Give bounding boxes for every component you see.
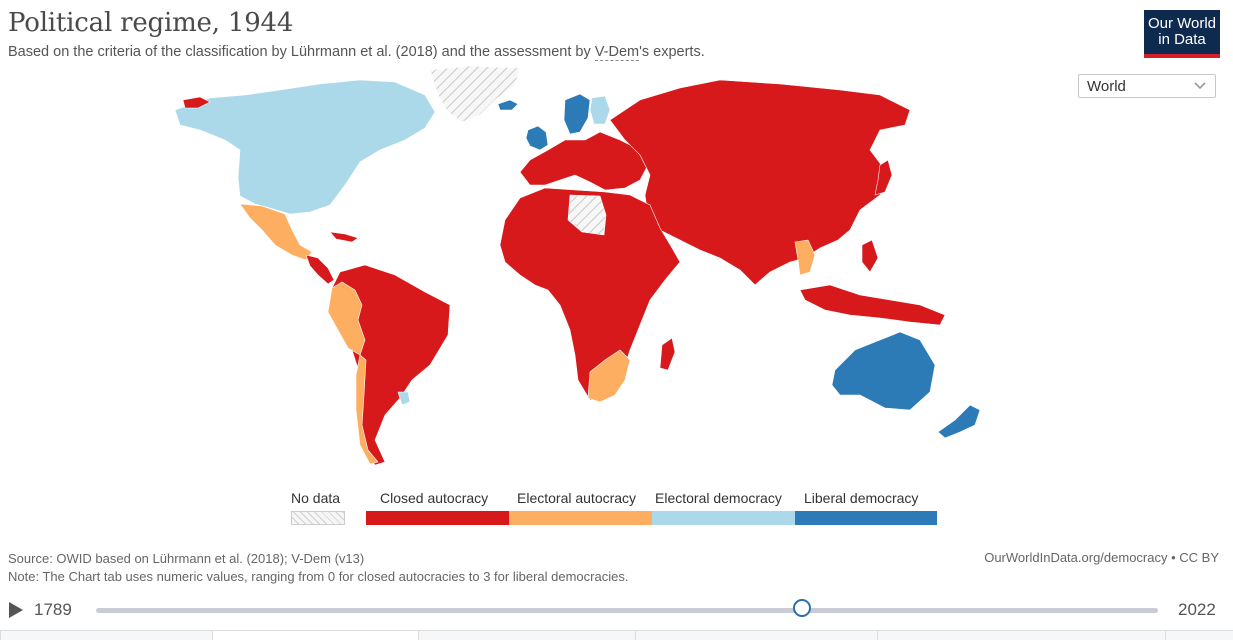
logo-line-2: in Data <box>1158 31 1206 48</box>
timeline-start-year[interactable]: 1789 <box>34 600 72 619</box>
tab-5[interactable] <box>877 630 1165 640</box>
tab-3[interactable] <box>418 630 635 640</box>
region-new-zealand[interactable] <box>937 404 981 439</box>
legend-swatch-electoral-autocracy[interactable] <box>509 511 652 525</box>
owid-logo[interactable]: Our World in Data <box>1144 10 1220 58</box>
play-icon[interactable] <box>8 601 24 619</box>
region-chile[interactable] <box>355 354 379 465</box>
region-madagascar[interactable] <box>659 337 676 371</box>
page-title: Political regime, 1944 <box>8 8 294 38</box>
region-uk-ireland[interactable] <box>525 125 549 151</box>
region-select-value: World <box>1087 78 1126 95</box>
legend-swatch-electoral-democracy[interactable] <box>652 511 795 525</box>
region-japan[interactable] <box>874 159 893 196</box>
region-africa[interactable] <box>499 187 681 401</box>
region-peru-ecuador[interactable] <box>327 281 366 356</box>
subtitle-suffix: 's experts. <box>639 44 705 60</box>
footer-source[interactable]: Source: OWID based on Lührmann et al. (2… <box>8 551 365 566</box>
region-iceland[interactable] <box>497 99 519 111</box>
region-south-africa[interactable] <box>587 349 631 403</box>
region-australia[interactable] <box>831 331 936 411</box>
world-map <box>174 65 981 466</box>
region-north-america[interactable] <box>174 79 436 215</box>
map-legend: No data Closed autocracy Electoral autoc… <box>280 488 940 528</box>
logo-line-1: Our World <box>1147 15 1217 32</box>
region-libya[interactable] <box>567 194 607 236</box>
region-select[interactable]: World <box>1078 74 1216 98</box>
legend-swatch-no-data[interactable] <box>291 511 345 525</box>
legend-label-electoral-autocracy: Electoral autocracy <box>517 490 637 506</box>
footer-note: Note: The Chart tab uses numeric values,… <box>8 569 629 584</box>
tab-2[interactable] <box>212 630 418 640</box>
legend-label-no-data: No data <box>291 490 341 506</box>
timeline-track[interactable] <box>96 608 1158 613</box>
region-alaska-west[interactable] <box>182 96 211 109</box>
tab-1[interactable] <box>0 630 212 640</box>
chart-tabs <box>0 630 1233 640</box>
subtitle-text: Based on the criteria of the classificat… <box>8 44 595 60</box>
timeline-handle[interactable] <box>793 599 812 617</box>
region-uruguay[interactable] <box>397 391 411 406</box>
tab-4[interactable] <box>635 630 877 640</box>
timeline: 1789 2022 <box>0 596 1233 626</box>
page-subtitle: Based on the criteria of the classificat… <box>8 44 705 61</box>
region-caribbean[interactable] <box>329 231 359 243</box>
legend-label-closed-autocracy: Closed autocracy <box>380 490 489 506</box>
region-central-america[interactable] <box>305 254 335 285</box>
region-europe[interactable] <box>519 131 649 191</box>
region-greenland[interactable] <box>429 65 521 123</box>
legend-label-electoral-democracy: Electoral democracy <box>655 490 782 506</box>
vdem-link[interactable]: V-Dem <box>594 44 640 61</box>
region-finland[interactable] <box>589 95 611 125</box>
footer-notes: Source: OWID based on Lührmann et al. (2… <box>8 550 628 586</box>
legend-swatch-liberal-democracy[interactable] <box>795 511 937 525</box>
region-thailand[interactable] <box>794 239 816 276</box>
region-sweden[interactable] <box>563 93 591 135</box>
region-philippines[interactable] <box>861 239 879 273</box>
region-indonesia[interactable] <box>799 284 946 326</box>
footer-credit[interactable]: OurWorldInData.org/democracy • CC BY <box>984 550 1219 565</box>
legend-swatch-closed-autocracy[interactable] <box>366 511 509 525</box>
timeline-end-year[interactable]: 2022 <box>1178 600 1216 619</box>
tab-6[interactable] <box>1165 630 1233 640</box>
chevron-down-icon <box>1194 82 1206 90</box>
legend-label-liberal-democracy: Liberal democracy <box>804 490 919 506</box>
